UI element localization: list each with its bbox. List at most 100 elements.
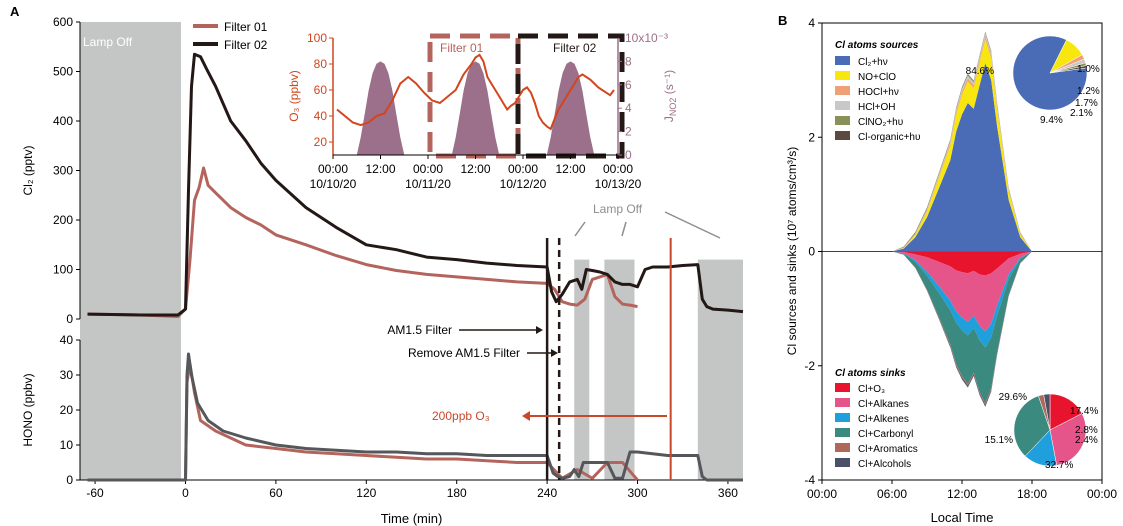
pie_sinks-label: 2.8% [1075,425,1098,436]
sinks-legend-swatch [835,428,850,437]
jno2-label-unit: (s⁻¹) [662,70,676,98]
cl2-y-tick-label: 500 [53,65,73,79]
budget-y-tick-label: 2 [808,130,815,144]
inset-right-tick-label: 0 [625,148,632,162]
budget-x-tick-label: 18:00 [1017,487,1047,501]
hono-y-axis-label: HONO (ppbv) [21,373,35,446]
inset-right-tick-label: 4 [625,101,632,115]
sinks-legend-swatch [835,443,850,452]
sink-area-4 [892,251,1032,406]
pie_sinks-slice [1013,395,1051,457]
x-tick-label: 120 [356,486,376,500]
sinks-legend-title: Cl atoms sinks [835,368,906,379]
pie_sources-label: 2.1% [1070,108,1093,119]
cl2-y-tick-label: 100 [53,263,73,277]
inset-right-tick-label: 8 [625,54,632,68]
budget-y-tick-label: -4 [804,473,815,487]
inset-x-date-label: 10/10/20 [310,177,357,191]
pie_sources-label: 1.7% [1075,98,1098,109]
panel-b: B -4 -2 0 2 4 00:00 06:00 12:00 18:00 00:00 Local … [778,13,1117,525]
remove-am15-label: Remove AM1.5 Filter [408,346,520,360]
cl2-filter01-line [87,166,638,318]
lamp-off-arrow-3 [664,211,721,239]
hono-y-tick-label: 0 [66,473,73,487]
x-tick-label: 360 [718,486,738,500]
cl2-filter02-line [87,52,744,317]
panel-b-label: B [778,13,787,28]
sources-legend-label: ClNO₂+hυ [858,117,903,128]
legend-a: Filter 01 Filter 02 [193,20,268,52]
sources-legend-swatch [835,131,850,140]
inset-filter01-box [427,33,521,159]
budget-legends: Cl atoms sources Cl₂+hν NO+ClO HOCl+hν HCl+O… [835,40,920,470]
pie_sinks-label: 32.7% [1045,460,1073,471]
hono-y-tick-label: 30 [60,368,74,382]
jno2-label-main: J [662,116,676,122]
am15-filter-arrowhead [536,326,543,334]
inset-x-date-label: 10/11/20 [405,177,451,191]
inset-right-tick-label: 6 [625,78,632,92]
ozone-line [336,53,615,131]
budget-x-tick-label: 00:00 [807,487,837,501]
sources-legend-title: Cl atoms sources [835,40,919,51]
budget-x-axis-label: Local Time [931,510,994,525]
legend-filter02-label: Filter 02 [224,38,268,52]
sinks-legend-label: Cl+Alcohols [858,459,911,470]
pie_sources-label: 1.2% [1077,86,1100,97]
sink-area-3 [892,251,1032,404]
budget-axes: -4 -2 0 2 4 00:00 06:00 12:00 18:00 00:00 Local Ti… [785,16,1117,525]
inset-x-tick-label: 00:00 [318,162,348,176]
sources-legend-label: NO+ClO [858,72,896,83]
sinks-legend-swatch [835,458,850,467]
hono-filter02-line [87,352,743,482]
sources-legend-label: Cl₂+hν [858,57,888,68]
cl2-y-tick-label: 400 [53,114,73,128]
budget-x-tick-label: 06:00 [877,487,907,501]
jno2-area [356,61,405,155]
panel-a-label: A [10,4,20,19]
jno2-area [546,61,595,155]
cl2-y-tick-label: 200 [53,213,73,227]
x-tick-label: 60 [269,486,283,500]
inset-x-tick-label: 00:00 [603,162,633,176]
pie_sources-label: 1.0% [1077,64,1100,75]
budget-areas [892,31,1032,407]
cl2-y-tick-label: 300 [53,164,73,178]
inset-filter01-label: Filter 01 [440,41,484,55]
sinks-legend-label: Cl+Alkenes [858,414,909,425]
ozone-jno2-inset: Filter 01 Filter 02 20 40 60 80 100 0 2 4 6 8 10x10⁻… [287,31,678,191]
pie_sinks-label: 2.4% [1075,435,1098,446]
inset-left-tick-label: 60 [314,83,328,97]
ozone-200-label: 200ppb O₃ [432,409,490,423]
hono-axes: 0 10 20 30 40 -60 0 60 120 180 240 300 360 Time (min)… [21,333,743,526]
inset-x-tick-label: 00:00 [413,162,443,176]
inset-right-multiplier: 10x10⁻³ [625,31,668,45]
inset-x-tick-label: 12:00 [460,162,490,176]
sinks-legend-label: Cl+Aromatics [858,444,918,455]
pie_sources-label: 9.4% [1040,115,1063,126]
sinks-legend-swatch [835,413,850,422]
x-tick-label: 240 [537,486,557,500]
pie_sources-slice [1049,65,1087,74]
lamp-off-region [80,22,181,480]
pie_sources-label: 84.6% [966,66,994,77]
budget-pies: 84.6% 9.4% 2.1%1.7%1.2% 1.0% 17.4% 29.6% 15.1%… [966,35,1100,471]
event-markers [545,238,672,480]
sink-area-0 [892,251,1032,276]
x-tick-label: 0 [182,486,189,500]
sinks-legend-label: Cl+Carbonyl [858,429,913,440]
sinks-legend-swatch [835,383,850,392]
cl2-y-tick-label: 600 [53,15,73,29]
inset-right-tick-label: 2 [625,125,632,139]
sinks-legend-swatch [835,398,850,407]
cl2-y-tick-label: 0 [66,312,73,326]
cl2-y-axis-label: Cl₂ (pptv) [21,145,35,195]
hono-y-tick-label: 10 [60,438,74,452]
x-tick-label: 180 [447,486,467,500]
hono-series [87,352,743,482]
sources-legend-label: HOCl+hν [858,87,899,98]
inset-left-tick-label: 20 [314,135,328,149]
sources-legend-label: HCl+OH [858,102,896,113]
